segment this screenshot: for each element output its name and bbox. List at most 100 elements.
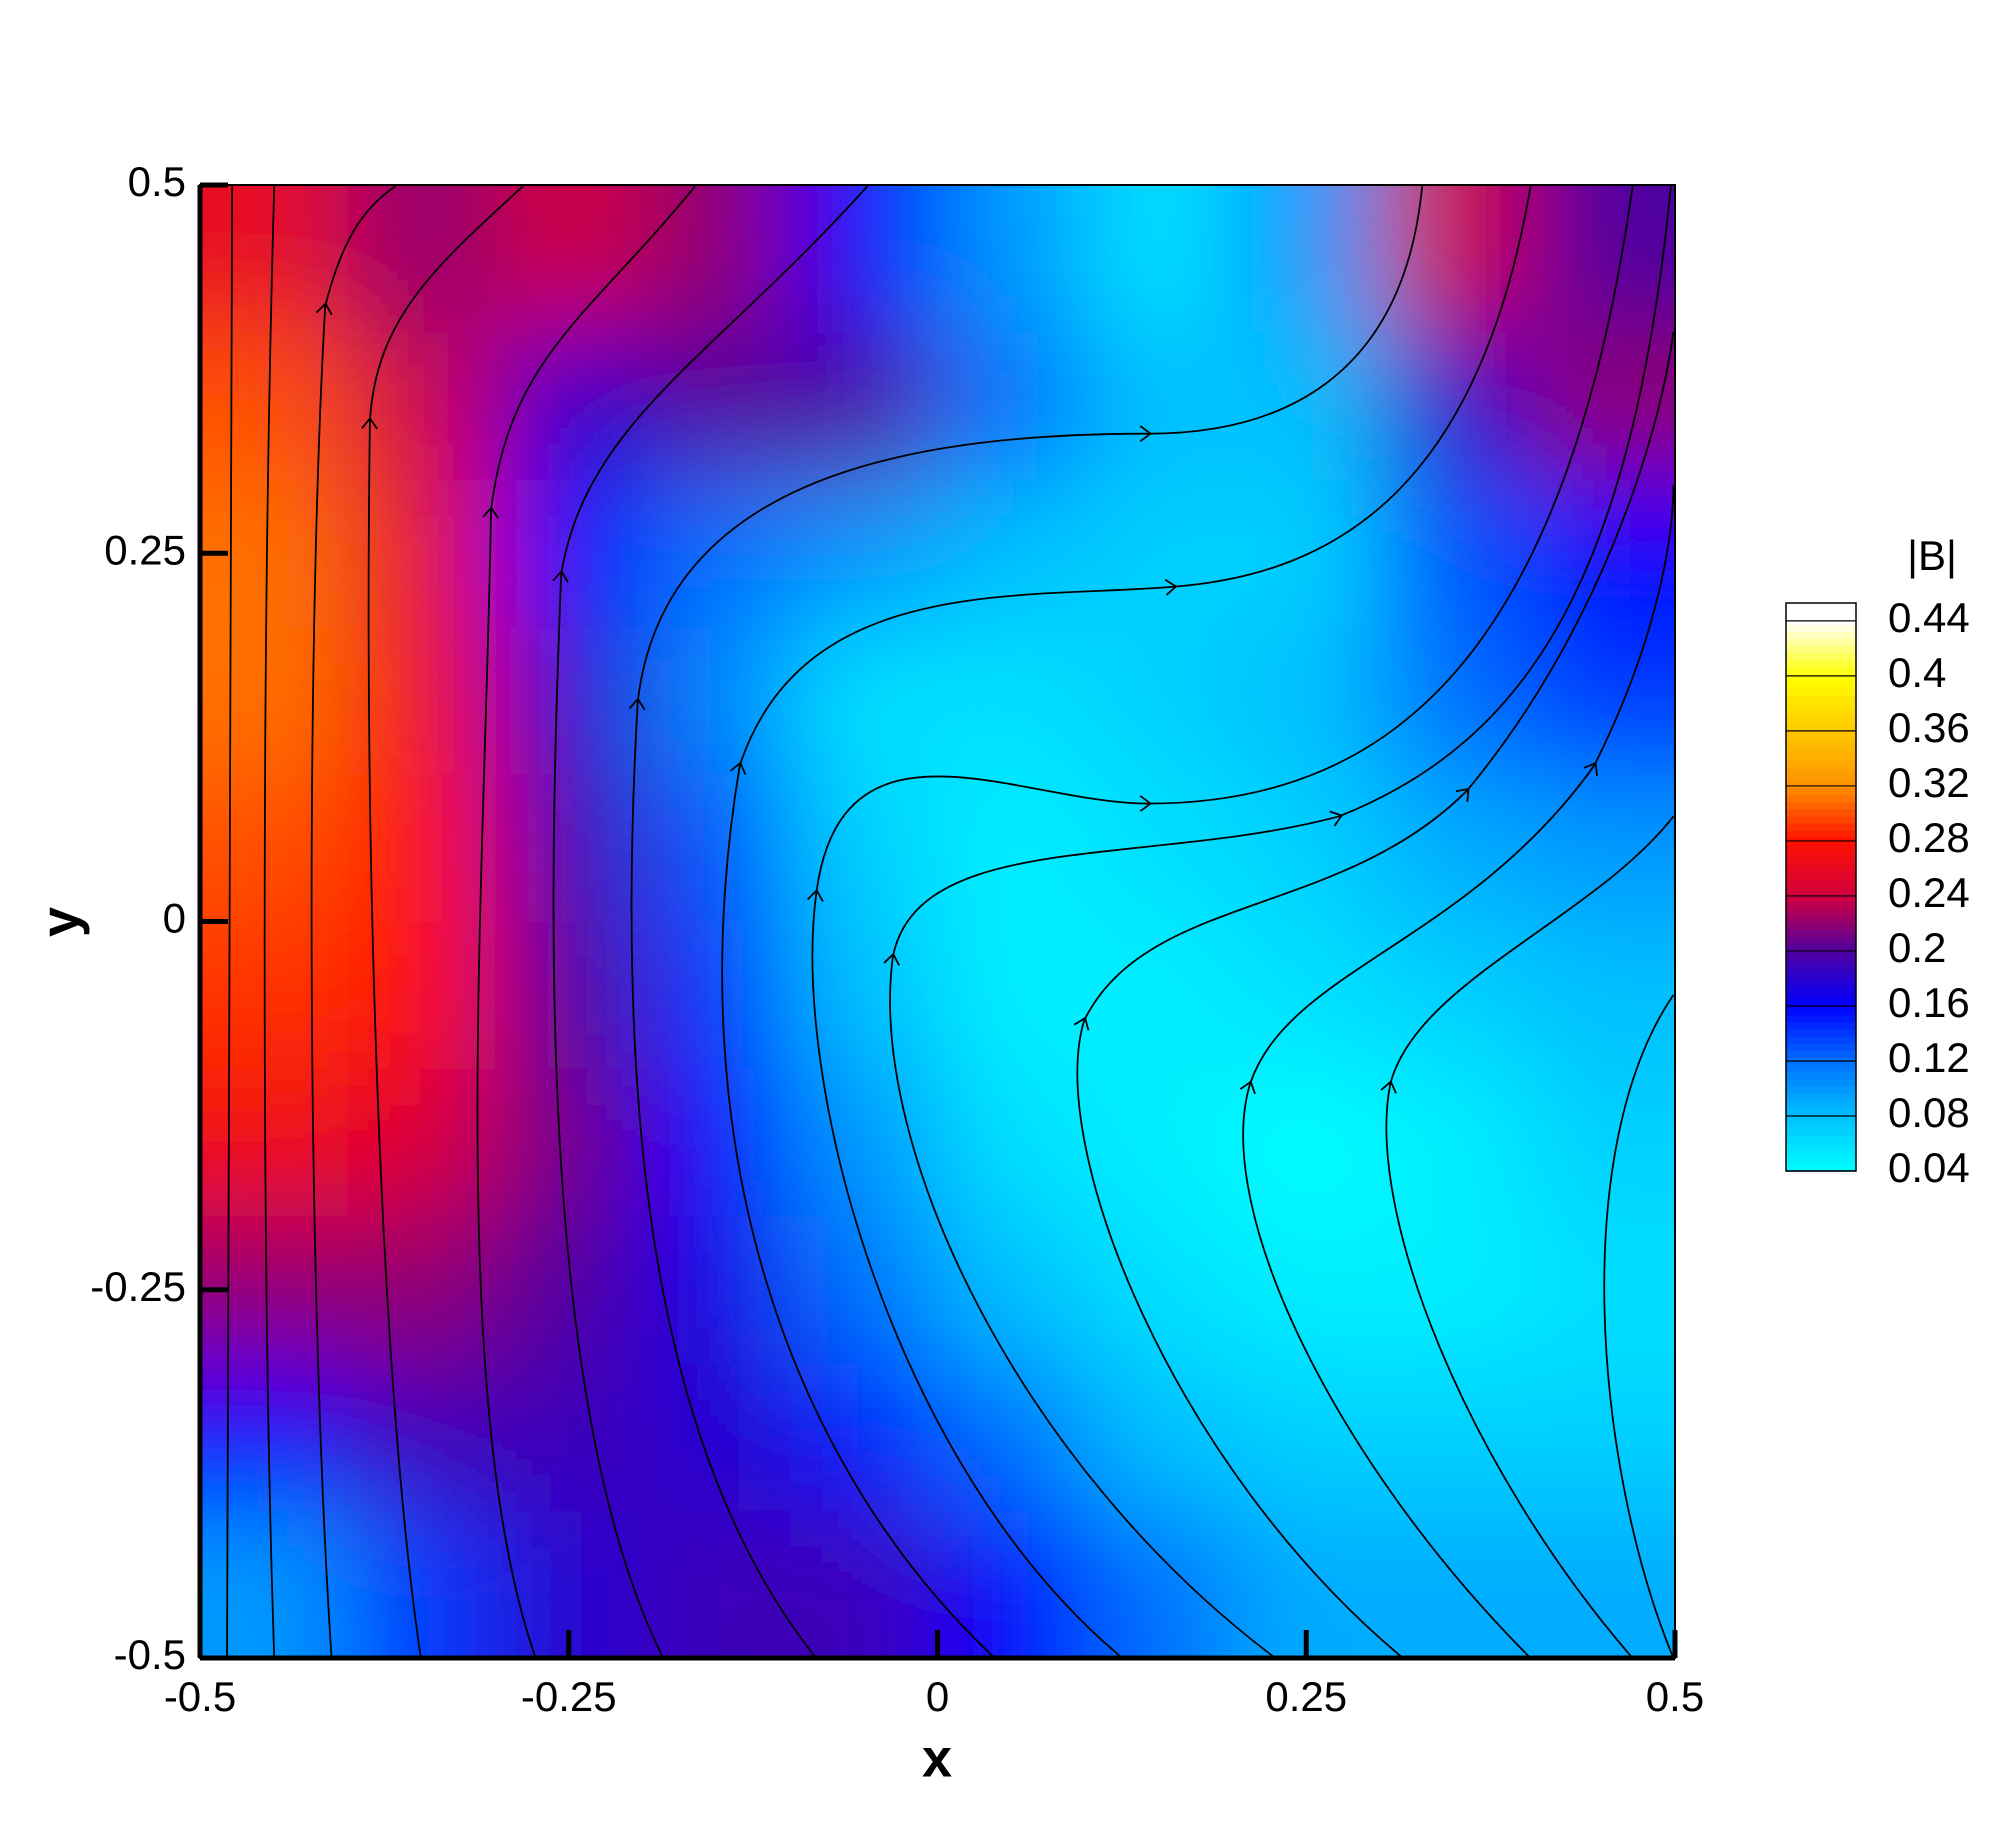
colorbar-segment [1786, 716, 1856, 725]
field-cell [937, 332, 1086, 481]
field-cell [790, 1510, 939, 1658]
field-cells [200, 185, 1675, 1658]
field-cell [790, 1363, 939, 1512]
colorbar-segment [1786, 851, 1856, 860]
streamline [807, 186, 1634, 1659]
field-cell [937, 1068, 1086, 1218]
colorbar-segment [1786, 901, 1856, 909]
colorbar-segment [1786, 730, 1856, 739]
colorbar-tick-label: 0.32 [1888, 759, 1970, 806]
colorbar-segment [1786, 1092, 1856, 1101]
colorbar-segment [1786, 681, 1856, 689]
colorbar-segment [1786, 950, 1856, 959]
colorbar-segment [1786, 1114, 1856, 1122]
field-cell [790, 185, 939, 334]
colorbar-segment [1786, 759, 1856, 767]
y-axis-title: y [30, 907, 90, 937]
field-cell [1232, 921, 1381, 1070]
field-cell [1232, 774, 1381, 923]
colorbar-segment [1786, 801, 1856, 810]
field-cell [347, 185, 496, 334]
field-cell [495, 479, 644, 628]
colorbar-segment [1786, 936, 1856, 945]
colorbar-segment [1786, 1121, 1856, 1129]
axes: -0.5 -0.25 0 0.25 0.5 -0.5 -0.25 0 0.25 0.5 [90, 158, 1704, 1720]
streamline [263, 186, 276, 1659]
streamline [883, 186, 1672, 1659]
field-cell [1085, 332, 1234, 481]
colorbar-segment [1786, 752, 1856, 760]
field-cell [347, 1363, 496, 1512]
streamline [628, 186, 1424, 1659]
field-cell [347, 921, 496, 1070]
colorbar-segment [1786, 794, 1856, 803]
field-cell [937, 626, 1086, 776]
colorbar-segment [1786, 844, 1856, 853]
field-cell [790, 1216, 939, 1365]
colorbar-segment [1786, 1014, 1856, 1023]
colorbar-segment [1786, 1142, 1856, 1151]
field-cell [1380, 479, 1529, 628]
colorbar-segment [1786, 1100, 1856, 1108]
colorbar-segment [1786, 894, 1856, 902]
colorbar-segment [1786, 1071, 1856, 1080]
field-cell [495, 185, 644, 334]
field-cell [790, 626, 939, 776]
colorbar-segment [1786, 723, 1856, 732]
colorbar-segment [1786, 659, 1856, 668]
field-cell [1085, 1216, 1234, 1365]
field-cell [1380, 1510, 1529, 1658]
field-cell [1380, 774, 1529, 923]
colorbar-segment [1786, 972, 1856, 980]
streamline [1239, 484, 1675, 1659]
colorbar-segment [1786, 830, 1856, 838]
y-tick-label: -0.5 [114, 1631, 186, 1678]
colorbar-segment [1786, 766, 1856, 774]
field-cell [1232, 1363, 1381, 1512]
y-tick-label: -0.25 [90, 1263, 186, 1310]
streamline [552, 185, 869, 1659]
field-cell [347, 1510, 496, 1658]
colorbar-segment [1786, 858, 1856, 867]
field-cell [937, 774, 1086, 923]
field-cell [937, 1363, 1086, 1512]
colorbar-segment [1786, 702, 1856, 711]
field-cell [347, 1216, 496, 1365]
x-tick-label: -0.25 [521, 1673, 617, 1720]
colorbar-segment [1786, 1156, 1856, 1165]
field-cell [642, 1068, 791, 1218]
colorbar-segment [1786, 666, 1856, 675]
colorbar-segment [1786, 745, 1856, 753]
field-cell [642, 479, 791, 628]
field-cell [1527, 1216, 1675, 1365]
colorbar-segment [1786, 709, 1856, 718]
field-cell [1085, 1363, 1234, 1512]
field-cell [495, 1363, 644, 1512]
colorbar-segment [1786, 652, 1856, 661]
field-cell [200, 774, 349, 923]
colorbar-segment [1786, 780, 1856, 789]
x-tick-label: 0.25 [1265, 1673, 1347, 1720]
colorbar-segment [1786, 1043, 1856, 1051]
streamline [361, 185, 524, 1659]
colorbar-segment [1786, 1064, 1856, 1073]
colorbar-segment [1786, 1000, 1856, 1009]
colorbar-segment [1786, 1085, 1856, 1094]
field-cell [642, 774, 791, 923]
field-cell [937, 185, 1086, 334]
field-cell [642, 185, 791, 334]
field-cell [1232, 626, 1381, 776]
field-cell [790, 479, 939, 628]
colorbar-segment [1786, 787, 1856, 796]
colorbar-segment [1786, 872, 1856, 881]
colorbar-segment [1786, 1007, 1856, 1016]
field-cell [200, 1363, 349, 1512]
field-cell [1380, 1363, 1529, 1512]
x-tick-label: 0 [926, 1673, 949, 1720]
field-cell [642, 1363, 791, 1512]
colorbar-segment [1786, 603, 1856, 611]
streamline [721, 186, 1532, 1659]
colorbar-segment [1786, 1135, 1856, 1144]
field-cell [1085, 774, 1234, 923]
colorbar-segment [1786, 979, 1856, 987]
